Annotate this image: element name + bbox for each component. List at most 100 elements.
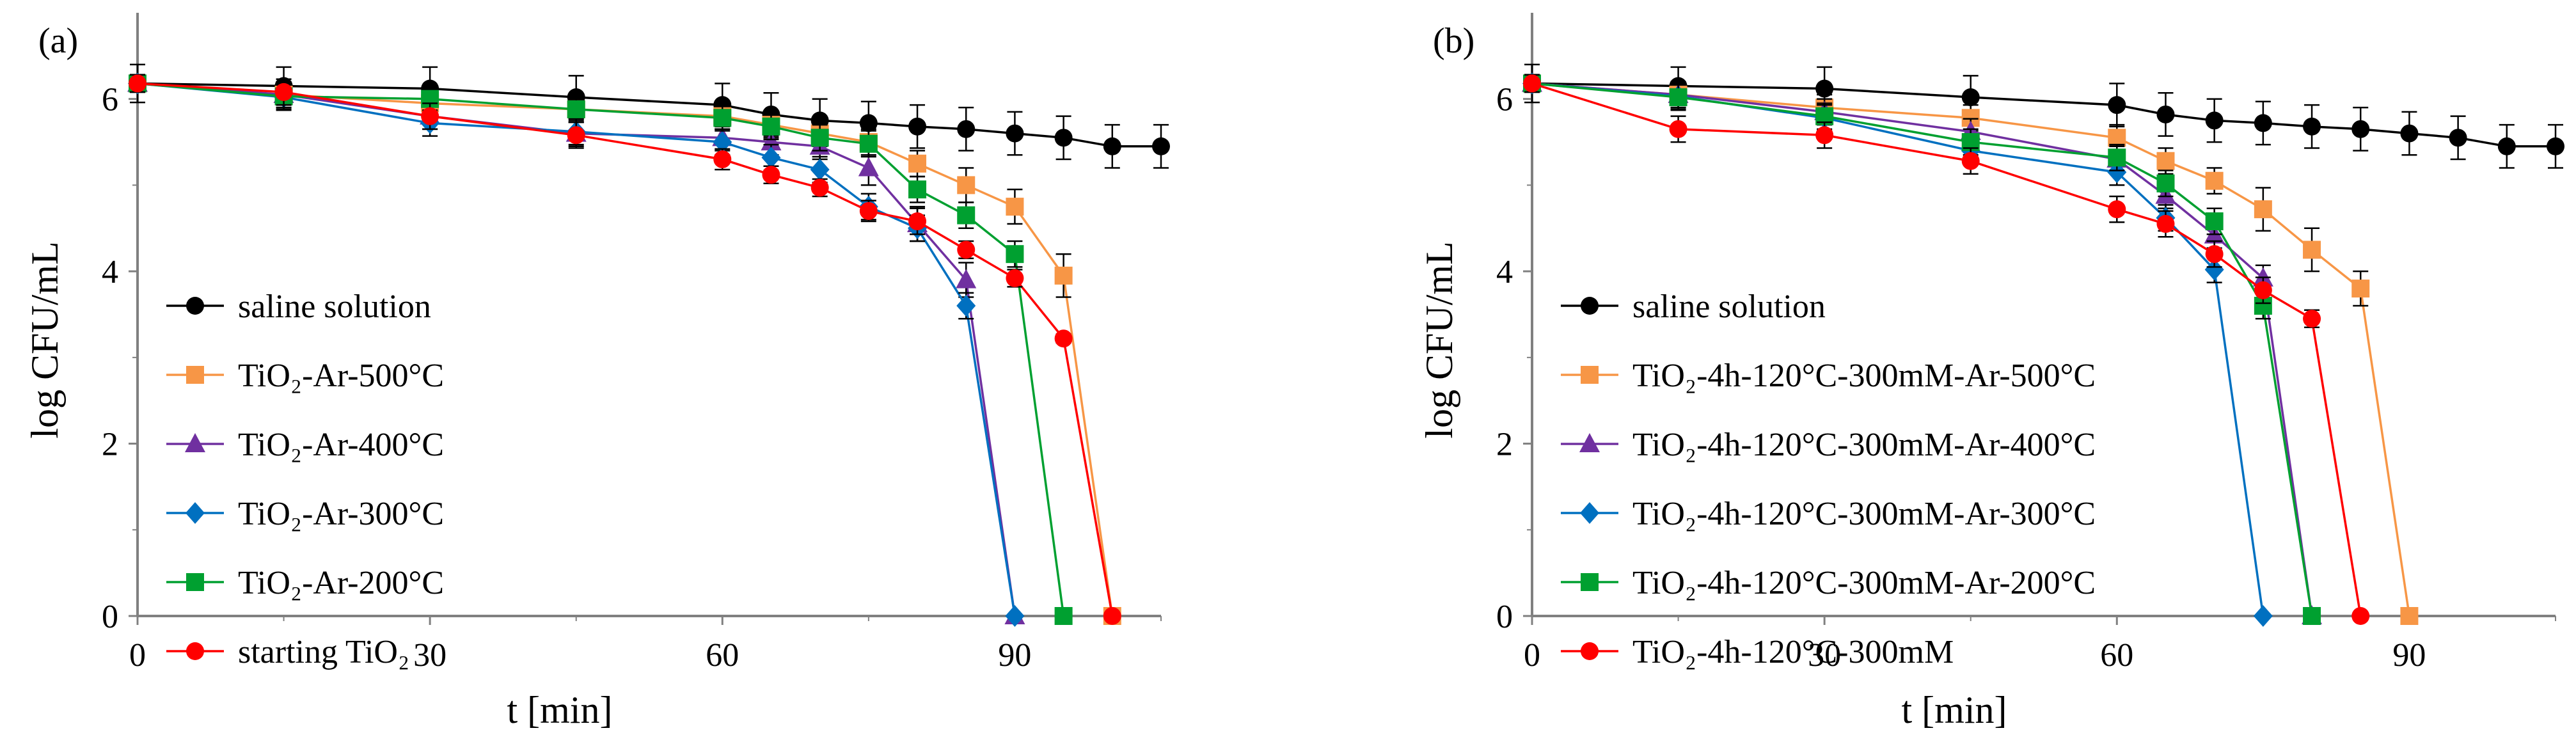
data-point [567,100,585,118]
data-point [1961,152,1980,170]
data-point [2254,200,2272,219]
legend-label: TiO₂-4h-120°C-300mM-Ar-300°C [1632,496,2096,532]
series-tio-4h-120-c-300mm [1523,74,2370,625]
series-line [137,82,1114,617]
data-point [274,83,293,101]
data-point [762,166,780,184]
data-point [1961,88,1980,107]
legend-marker [185,433,205,452]
legend-label: starting TiO₂ [238,634,409,670]
data-point [859,134,878,153]
series-line [137,82,1016,617]
series-line [1531,82,2313,617]
data-point [713,109,732,127]
data-point [1006,124,1024,143]
data-point [761,146,781,169]
data-point [956,269,977,288]
y-tick-label: 6 [102,82,118,118]
legend-label: TiO₂-4h-120°C-300mM [1632,634,1954,670]
legend-marker [186,297,204,315]
series-tio-4h-120-c-300mm-ar-400-c [1522,72,2323,624]
legend-marker [1579,433,1600,452]
data-point [1152,137,1170,155]
y-tick-label: 2 [102,427,118,463]
y-axis-title: log CFU/mL [1418,241,1460,438]
data-point [1669,88,1687,107]
legend-marker [1581,642,1599,660]
data-point [567,126,585,145]
series-line [1531,82,2313,617]
data-point [2400,607,2419,625]
y-axis-title: log CFU/mL [24,241,66,438]
legend-item: TiO₂-4h-120°C-300mM-Ar-300°C [1561,496,2096,532]
data-point [810,159,830,181]
legend: saline solution TiO₂-Ar-500°C TiO₂-Ar-400°… [166,288,444,670]
data-point [1815,79,1834,98]
series-tio-ar-200-c [129,74,1073,625]
series-saline-solution [129,63,1170,169]
series-tio-ar-400-c [127,72,1025,624]
panel-label: (b) [1433,21,1474,61]
data-point [2254,114,2272,132]
data-point [859,201,878,220]
data-point [1006,198,1024,216]
y-tick-label: 4 [1496,254,1513,290]
legend-marker [1581,366,1599,384]
data-point [956,295,976,317]
data-point [1103,137,1121,155]
data-point [2205,111,2224,130]
legend-marker [186,573,204,591]
data-point [2156,174,2175,193]
legend-item: TiO₂-Ar-200°C [166,565,444,601]
data-point [2303,607,2321,625]
legend-item: TiO₂-4h-120°C-300mM-Ar-500°C [1561,358,2096,394]
legend-marker [186,366,204,384]
series-line [1531,82,2362,617]
data-point [810,129,829,147]
legend-item: saline solution [1561,288,1826,325]
y-tick-label: 6 [1496,82,1513,118]
legend-marker [1581,573,1599,591]
data-point [2108,96,2126,114]
data-point [2205,212,2224,231]
data-point [1006,245,1024,264]
x-tick-label: 30 [413,637,446,674]
data-point [713,150,732,169]
data-point [908,212,927,231]
data-point [957,206,976,225]
data-point [2547,137,2564,155]
data-point [762,117,780,136]
legend: saline solution TiO₂-4h-120°C-300mM-Ar-50… [1561,288,2096,670]
y-tick-label: 0 [1496,599,1513,635]
data-point [713,131,732,154]
x-tick-label: 90 [998,637,1031,674]
data-point [908,180,927,199]
legend-label: TiO₂-Ar-300°C [238,496,444,532]
data-point [1054,329,1073,348]
data-point [2303,310,2321,328]
data-point [2449,129,2467,147]
y-tick-label: 2 [1496,427,1513,463]
legend-item: starting TiO₂ [166,634,409,670]
data-point [1103,607,1121,625]
data-point [2108,200,2126,219]
legend-label: saline solution [1632,288,1826,325]
legend-item: TiO₂-Ar-400°C [166,427,444,463]
x-tick-label: 0 [129,637,146,674]
legend-label: TiO₂-4h-120°C-300mM-Ar-200°C [1632,565,2096,601]
series-starting-tio [129,74,1121,625]
x-tick-label: 30 [1808,637,1841,674]
panel-label: (a) [38,21,78,61]
data-point [2205,171,2224,190]
data-point [908,117,927,136]
data-point [1815,126,1834,145]
data-point [810,178,829,197]
data-point [2497,137,2516,155]
data-point [2205,245,2224,264]
legend-label: saline solution [238,288,431,325]
x-axis-title: t [min] [507,689,613,731]
data-point [1523,74,1541,93]
data-point [2253,605,2273,627]
data-point [957,176,976,194]
